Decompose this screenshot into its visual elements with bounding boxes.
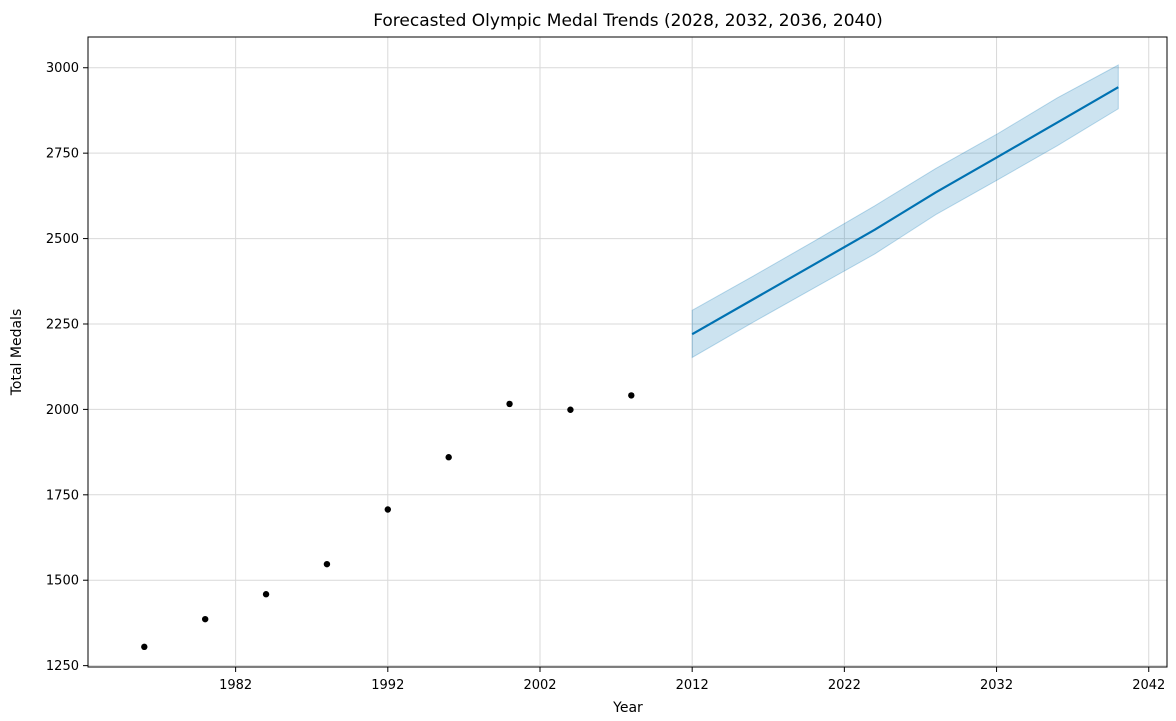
observed-point [506, 400, 513, 408]
y-tick-label: 2250 [46, 317, 79, 332]
observed-point [323, 560, 331, 568]
y-axis-label: Total Medals [9, 309, 25, 397]
observed-points-layer [141, 392, 635, 651]
x-axis-ticks: 1982 1992 2002 2012 2022 2032 2042 [219, 667, 1165, 693]
plot-frame [87, 36, 1168, 668]
observed-point [384, 506, 392, 513]
x-tick-label: 1992 [371, 678, 404, 693]
y-tick-label: 2750 [46, 147, 79, 162]
observed-point [445, 454, 452, 461]
x-tick-label: 2042 [1132, 678, 1165, 693]
y-tick-label: 2500 [46, 232, 79, 247]
y-tick-label: 1750 [46, 488, 79, 503]
y-tick-label: 1500 [46, 574, 79, 589]
y-tick-label: 2000 [46, 403, 79, 418]
forecast-line [691, 86, 1119, 336]
chart-title: Forecasted Olympic Medal Trends (2028, 2… [373, 11, 883, 31]
x-tick-label: 2012 [676, 678, 709, 693]
y-axis-ticks: 1250 1500 1750 2000 2250 2500 2750 3000 [46, 61, 88, 674]
grid-lines [88, 37, 1167, 667]
x-tick-label: 1982 [219, 678, 252, 693]
y-tick-label: 3000 [46, 61, 79, 76]
observed-point [141, 643, 148, 651]
x-tick-label: 2022 [828, 678, 861, 693]
observed-point [628, 392, 635, 399]
x-tick-label: 2032 [980, 678, 1013, 693]
x-tick-label: 2002 [523, 678, 556, 693]
forecast-line-layer [691, 86, 1119, 336]
x-axis-label: Year [612, 700, 643, 716]
observed-point [201, 615, 209, 623]
observed-point [567, 406, 574, 413]
observed-point [262, 591, 270, 598]
y-tick-label: 1250 [46, 659, 79, 674]
